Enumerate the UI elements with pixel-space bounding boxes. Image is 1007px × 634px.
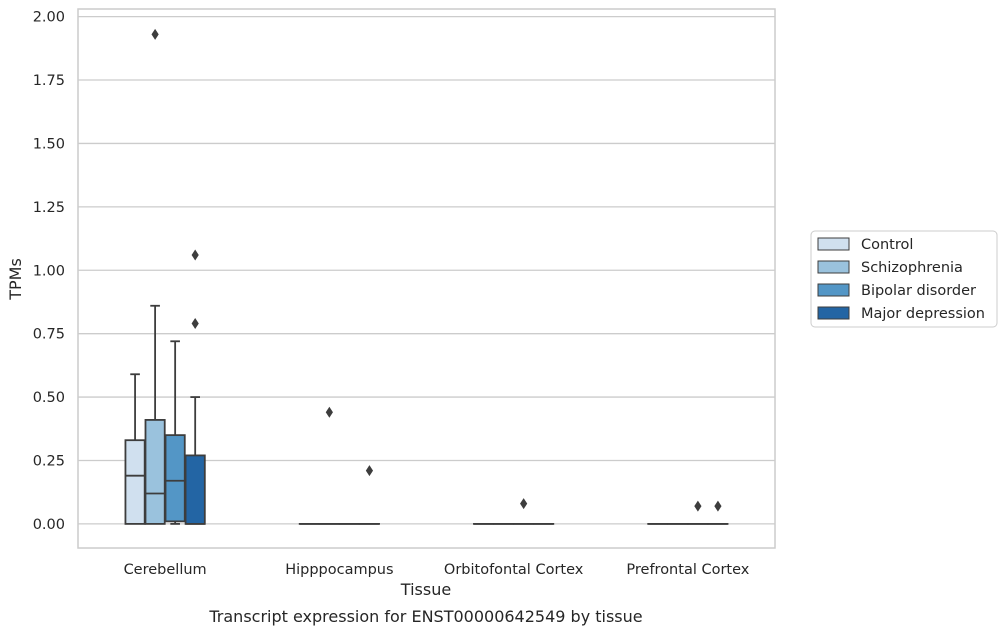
chart-title: Transcript expression for ENST0000064254… <box>208 607 642 626</box>
box-schizophrenia <box>318 406 340 525</box>
box-body <box>124 439 146 525</box>
x-axis-title: Tissue <box>400 580 451 599</box>
box-body <box>164 434 186 523</box>
legend-swatch <box>817 237 850 251</box>
legend-swatch <box>817 306 850 320</box>
box-bipolar-disorder <box>164 340 186 525</box>
box-body <box>144 419 166 525</box>
y-tick-label: 1.00 <box>33 263 65 279</box>
y-tick-label: 0.50 <box>33 390 65 406</box>
outlier-point <box>151 28 159 40</box>
box-layer <box>124 28 729 525</box>
legend-frame <box>810 230 998 328</box>
legend-swatch <box>817 283 850 297</box>
y-tick-label: 1.25 <box>33 200 65 216</box>
y-tick-label: 1.75 <box>33 73 65 89</box>
box-major-depression <box>184 249 206 525</box>
legend-label: Schizophrenia <box>861 260 963 276</box>
y-tick-labels: 0.00 0.25 0.50 0.75 1.00 1.25 1.50 1.75 2.00 <box>33 10 65 533</box>
outlier-point <box>191 318 199 330</box>
box-body <box>184 454 206 525</box>
legend-label: Control <box>861 237 913 253</box>
legend: Control Schizophrenia Bipolar disorder Majo… <box>810 230 998 328</box>
outlier-point <box>520 498 528 510</box>
box-major-depression <box>358 465 380 525</box>
box-bipolar-disorder <box>687 500 709 525</box>
outlier-point <box>714 500 722 512</box>
plot-area-frame <box>77 8 776 549</box>
outlier-point <box>694 500 702 512</box>
x-tick-label: Orbitofontal Cortex <box>444 562 584 578</box>
y-tick-label: 0.75 <box>33 327 65 343</box>
box-bipolar-disorder <box>513 498 535 525</box>
box-major-depression <box>707 500 729 525</box>
x-tick-labels: Cerebellum Hipppocampus Orbitofontal Corte… <box>124 562 750 578</box>
y-tick-label: 0.00 <box>33 517 65 533</box>
x-tick-label: Prefrontal Cortex <box>626 562 749 578</box>
x-tick-label: Hipppocampus <box>285 562 393 578</box>
legend-label: Major depression <box>861 306 985 322</box>
y-tick-label: 1.50 <box>33 136 65 152</box>
y-tick-label: 2.00 <box>33 10 65 26</box>
x-tick-label: Cerebellum <box>124 562 207 578</box>
outlier-point <box>191 249 199 261</box>
y-tick-label: 0.25 <box>33 453 65 469</box>
outlier-point <box>365 465 374 477</box>
legend-swatch <box>817 260 850 274</box>
y-axis-title: TPMs <box>6 258 25 301</box>
legend-label: Bipolar disorder <box>861 283 976 299</box>
box-schizophrenia <box>144 28 166 525</box>
outlier-point <box>325 406 333 418</box>
